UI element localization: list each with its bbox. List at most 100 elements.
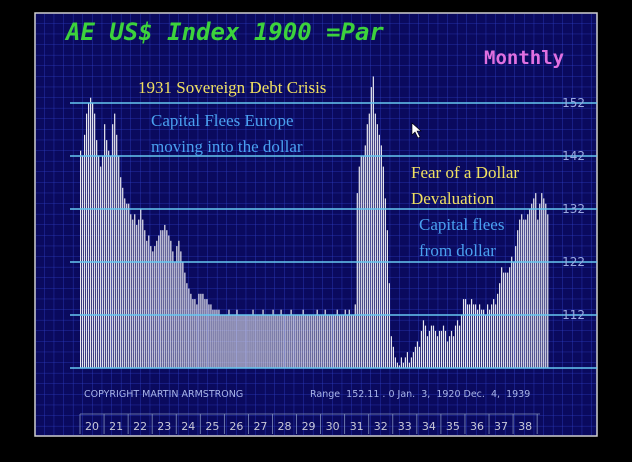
bar xyxy=(366,124,368,368)
bar xyxy=(116,134,118,368)
bar xyxy=(394,357,396,368)
bar xyxy=(334,315,336,368)
chart-subtitle: Monthly xyxy=(484,47,564,69)
bar xyxy=(352,315,354,368)
bar xyxy=(380,145,382,368)
bar xyxy=(358,166,360,368)
x-tick-label: 25 xyxy=(205,420,219,433)
bar xyxy=(142,219,144,368)
bar xyxy=(170,240,172,368)
bar xyxy=(418,346,421,368)
bar xyxy=(452,336,455,368)
bar xyxy=(148,235,150,368)
bar xyxy=(386,230,388,368)
bar xyxy=(120,177,122,368)
bar xyxy=(196,304,198,368)
bar xyxy=(208,304,210,368)
bar xyxy=(106,140,108,368)
bar xyxy=(156,240,158,368)
y-tick-label: 132 xyxy=(562,202,585,216)
bar xyxy=(200,293,202,368)
bar xyxy=(236,309,238,368)
bar xyxy=(503,272,505,368)
bar xyxy=(414,346,417,368)
x-tick-label: 36 xyxy=(470,420,484,433)
bar xyxy=(112,124,114,368)
bar xyxy=(300,315,302,368)
y-tick-label: 122 xyxy=(562,255,585,269)
x-tick-label: 22 xyxy=(133,420,147,433)
bar xyxy=(499,283,501,368)
bar xyxy=(501,267,503,368)
bar xyxy=(186,283,188,368)
bar xyxy=(244,315,246,368)
bar xyxy=(308,315,310,368)
bar xyxy=(188,288,190,368)
bar xyxy=(162,230,164,368)
bar xyxy=(322,315,324,368)
bar xyxy=(434,330,437,368)
bar xyxy=(541,193,543,368)
bar xyxy=(204,299,206,368)
bar xyxy=(539,203,541,368)
bar xyxy=(462,299,465,368)
annotation: Fear of a Dollar xyxy=(411,163,519,182)
bar xyxy=(90,97,92,368)
bar xyxy=(326,315,328,368)
bar xyxy=(356,193,358,368)
bar xyxy=(444,330,447,368)
bar xyxy=(489,309,491,368)
bar xyxy=(468,304,471,368)
bar xyxy=(114,113,116,368)
bar xyxy=(152,251,154,368)
bar xyxy=(388,283,390,368)
bar xyxy=(178,240,180,368)
bar xyxy=(214,309,216,368)
bar xyxy=(384,198,386,368)
bar xyxy=(288,315,290,368)
bar xyxy=(158,235,160,368)
bar xyxy=(474,304,477,368)
bar xyxy=(124,198,126,368)
bar xyxy=(262,309,264,368)
bar xyxy=(128,203,130,368)
bar xyxy=(458,325,461,368)
bar xyxy=(509,267,511,368)
annotation: Capital Flees Europe xyxy=(151,111,294,130)
bar xyxy=(374,113,376,368)
bar xyxy=(378,134,380,368)
bar xyxy=(454,325,457,368)
bar xyxy=(442,325,445,368)
bar xyxy=(232,315,234,368)
copyright: COPYRIGHT MARTIN ARMSTRONG xyxy=(84,389,243,400)
bar xyxy=(320,315,322,368)
bar xyxy=(400,357,402,368)
bar xyxy=(282,315,284,368)
bar xyxy=(450,330,453,368)
annotation: Capital flees xyxy=(419,215,504,234)
bar xyxy=(298,315,300,368)
bar xyxy=(180,251,182,368)
bar xyxy=(176,246,178,368)
bar xyxy=(224,315,226,368)
bar xyxy=(202,293,204,368)
bar xyxy=(122,187,124,368)
bar xyxy=(545,203,547,368)
bar xyxy=(412,352,415,368)
bar xyxy=(184,272,186,368)
bar xyxy=(324,309,326,368)
bar xyxy=(408,362,411,368)
bar xyxy=(230,315,232,368)
bar xyxy=(332,315,334,368)
bar xyxy=(260,315,262,368)
x-tick-label: 31 xyxy=(350,420,364,433)
bar xyxy=(344,309,346,368)
bar xyxy=(364,145,366,368)
bar xyxy=(372,76,374,368)
bar xyxy=(222,315,224,368)
x-tick-label: 20 xyxy=(85,420,99,433)
bar xyxy=(390,336,392,368)
bar xyxy=(517,230,519,368)
grid-pattern xyxy=(36,14,596,435)
